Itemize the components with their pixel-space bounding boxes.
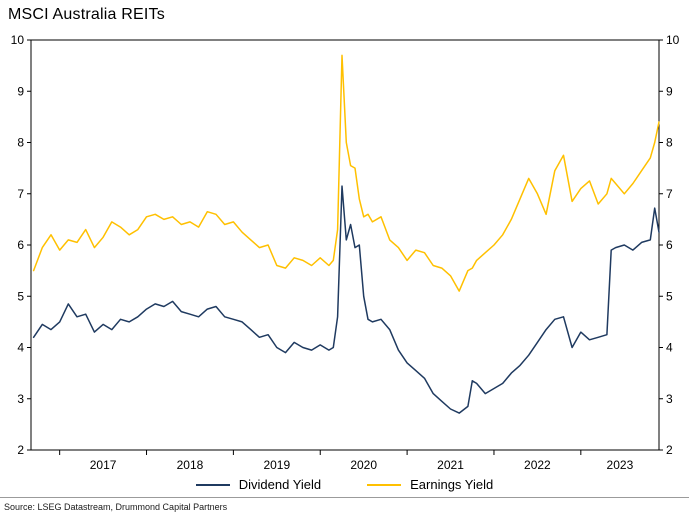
svg-text:2022: 2022	[524, 458, 551, 472]
svg-text:9: 9	[17, 84, 24, 98]
chart-legend: Dividend Yield Earnings Yield	[0, 477, 689, 492]
svg-text:10: 10	[11, 33, 25, 47]
earnings-line-swatch	[367, 483, 402, 486]
chart-canvas: 2 2 3 3 4 4 5 5 6 6 7 7 8 8 9 9 10 10 2017 2018 2019 2020 2021…	[11, 33, 680, 472]
svg-text:7: 7	[666, 187, 673, 201]
svg-text:8: 8	[17, 136, 24, 150]
svg-text:4: 4	[666, 341, 673, 355]
dividend-line-swatch	[195, 483, 230, 486]
svg-text:8: 8	[666, 136, 673, 150]
footer-divider	[0, 497, 689, 498]
svg-text:4: 4	[17, 341, 24, 355]
svg-text:6: 6	[666, 238, 673, 252]
svg-text:3: 3	[666, 392, 673, 406]
source-note: Source: LSEG Datastream, Drummond Capita…	[4, 502, 228, 512]
legend-item-dividend-yield: Dividend Yield	[195, 477, 322, 492]
svg-text:2023: 2023	[607, 458, 634, 472]
svg-text:3: 3	[17, 392, 24, 406]
svg-text:6: 6	[17, 238, 24, 252]
svg-text:9: 9	[666, 84, 673, 98]
svg-text:2018: 2018	[177, 458, 204, 472]
legend-label-earnings-yield: Earnings Yield	[410, 477, 494, 492]
svg-text:2019: 2019	[263, 458, 290, 472]
svg-text:2: 2	[17, 443, 24, 457]
svg-text:10: 10	[666, 33, 680, 47]
chart-title: MSCI Australia REITs	[8, 6, 165, 23]
legend-item-earnings-yield: Earnings Yield	[367, 477, 493, 492]
svg-text:5: 5	[17, 289, 24, 303]
svg-text:7: 7	[17, 187, 24, 201]
svg-text:2021: 2021	[437, 458, 464, 472]
svg-text:2: 2	[666, 443, 673, 457]
svg-text:2020: 2020	[350, 458, 377, 472]
legend-label-dividend-yield: Dividend Yield	[238, 477, 322, 492]
svg-text:2017: 2017	[90, 458, 117, 472]
svg-text:5: 5	[666, 289, 673, 303]
